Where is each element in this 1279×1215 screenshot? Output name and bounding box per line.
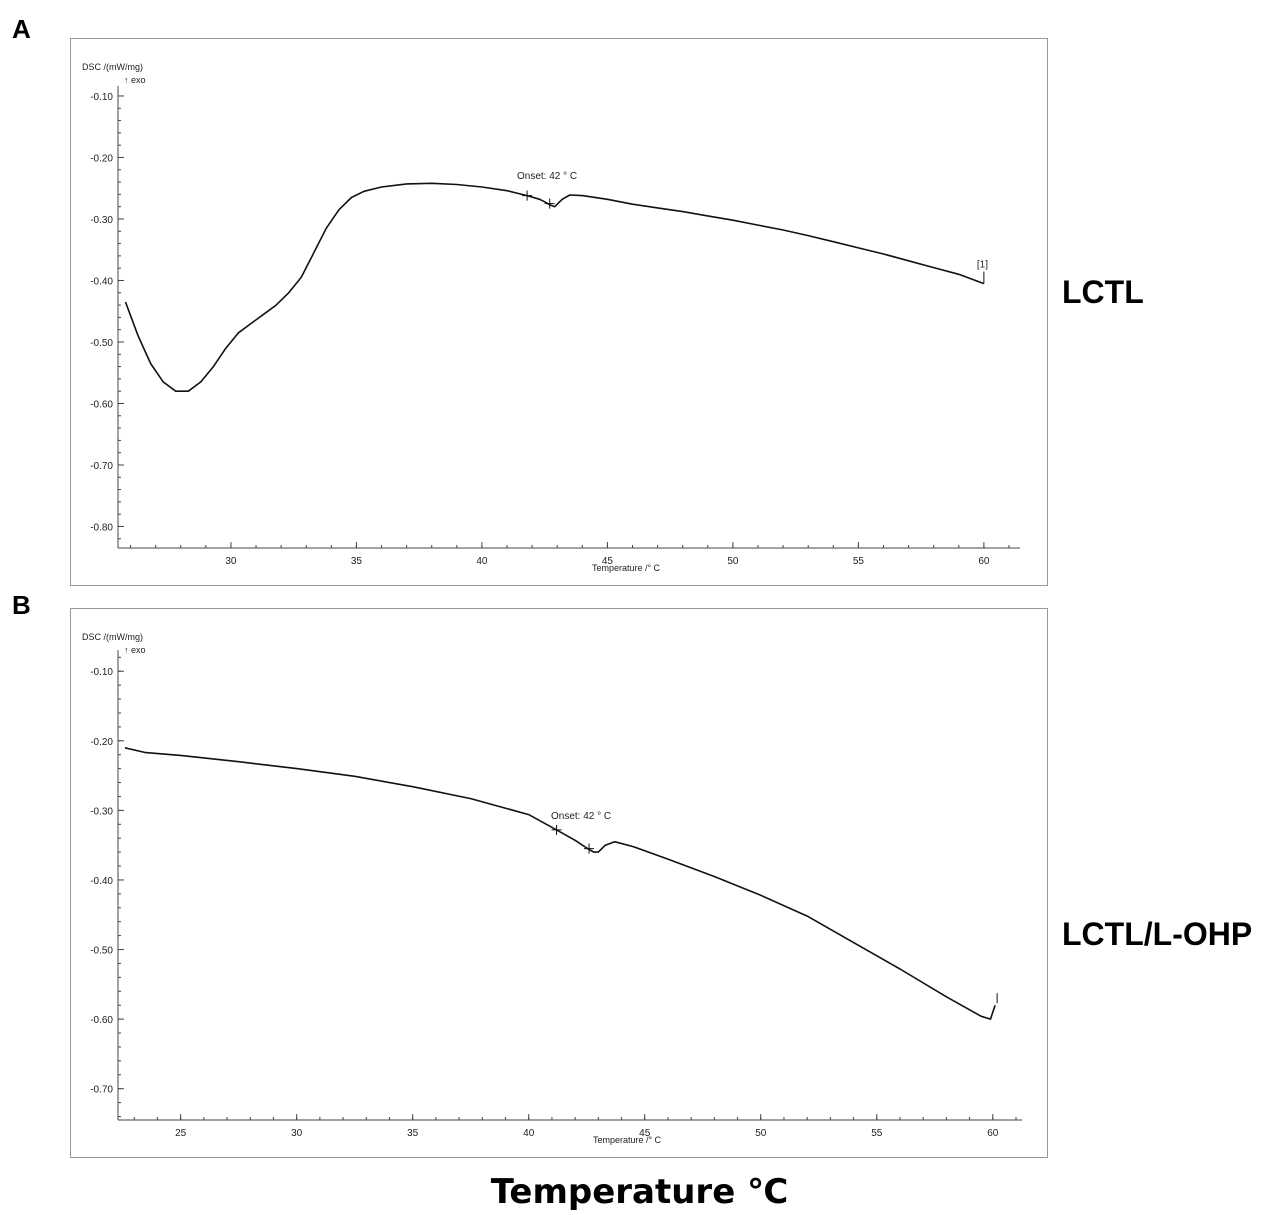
x-tick-label: 30 (291, 1128, 303, 1139)
y-tick-label: -0.30 (90, 215, 113, 226)
y-axis-label: DSC /(mW/mg) (82, 632, 143, 642)
chart-frame (70, 608, 1048, 1158)
y-tick-label: -0.10 (90, 92, 113, 103)
y-tick-label: -0.60 (90, 399, 113, 410)
x-tick-label: 60 (987, 1128, 999, 1139)
x-tick-label: 25 (175, 1128, 187, 1139)
x-tick-label: 35 (407, 1128, 419, 1139)
x-tick-label: 55 (871, 1128, 883, 1139)
y-tick-label: -0.80 (90, 522, 113, 533)
y-tick-label: -0.30 (90, 806, 113, 817)
x-tick-label: 40 (523, 1128, 535, 1139)
panel-a-letter: A (12, 14, 31, 44)
x-tick-label: 40 (476, 556, 488, 567)
x-tick-label: 50 (727, 556, 739, 567)
y-tick-label: -0.40 (90, 276, 113, 287)
end-marker-label: [1] (977, 260, 988, 271)
figure-x-axis-label: Temperature ℃ (490, 1172, 789, 1212)
x-axis-label: Temperature /° C (592, 563, 661, 573)
onset-annotation: Onset: 42 ° C (551, 811, 611, 822)
y-tick-label: -0.60 (90, 1015, 113, 1026)
x-axis-label: Temperature /° C (593, 1135, 662, 1145)
y-tick-label: -0.70 (90, 1085, 113, 1096)
onset-marker (522, 190, 533, 201)
y-tick-label: -0.10 (90, 667, 113, 678)
y-axis-exo-label: ↑ exo (124, 75, 146, 85)
x-tick-label: 60 (978, 556, 990, 567)
sample-label-lctl-l-ohp: LCTL/L-OHP (1062, 916, 1253, 952)
y-tick-label: -0.20 (90, 737, 113, 748)
dsc-chart-lctl: -0.10 -0.20 -0.30 -0.40 -0.50 -0.60 -0.70 -0.80… (70, 38, 1048, 586)
x-tick-label: 50 (755, 1128, 767, 1139)
x-tick-label: 45 (602, 556, 614, 567)
onset-marker (584, 843, 595, 854)
chart-frame (70, 38, 1048, 586)
x-tick-label: 30 (225, 556, 237, 567)
y-tick-label: -0.70 (90, 461, 113, 472)
y-axis-label: DSC /(mW/mg) (82, 62, 143, 72)
y-tick-label: -0.50 (90, 338, 113, 349)
x-tick-label: 55 (853, 556, 865, 567)
dsc-curve (124, 747, 996, 1020)
sample-label-lctl: LCTL (1062, 274, 1144, 310)
onset-marker (544, 198, 555, 209)
y-tick-label: -0.20 (90, 153, 113, 164)
y-tick-label: -0.40 (90, 876, 113, 887)
panel-b-letter: B (12, 590, 31, 620)
y-tick-label: -0.50 (90, 946, 113, 957)
onset-annotation: Onset: 42 ° C (517, 171, 577, 182)
x-tick-label: 35 (351, 556, 363, 567)
x-tick-label: 45 (639, 1128, 651, 1139)
y-axis-exo-label: ↑ exo (124, 645, 146, 655)
dsc-curve (124, 182, 985, 392)
onset-marker (551, 824, 562, 835)
dsc-chart-lctl-l-ohp: -0.10 -0.20 -0.30 -0.40 -0.50 -0.60 -0.70 25 30 3… (70, 608, 1048, 1158)
